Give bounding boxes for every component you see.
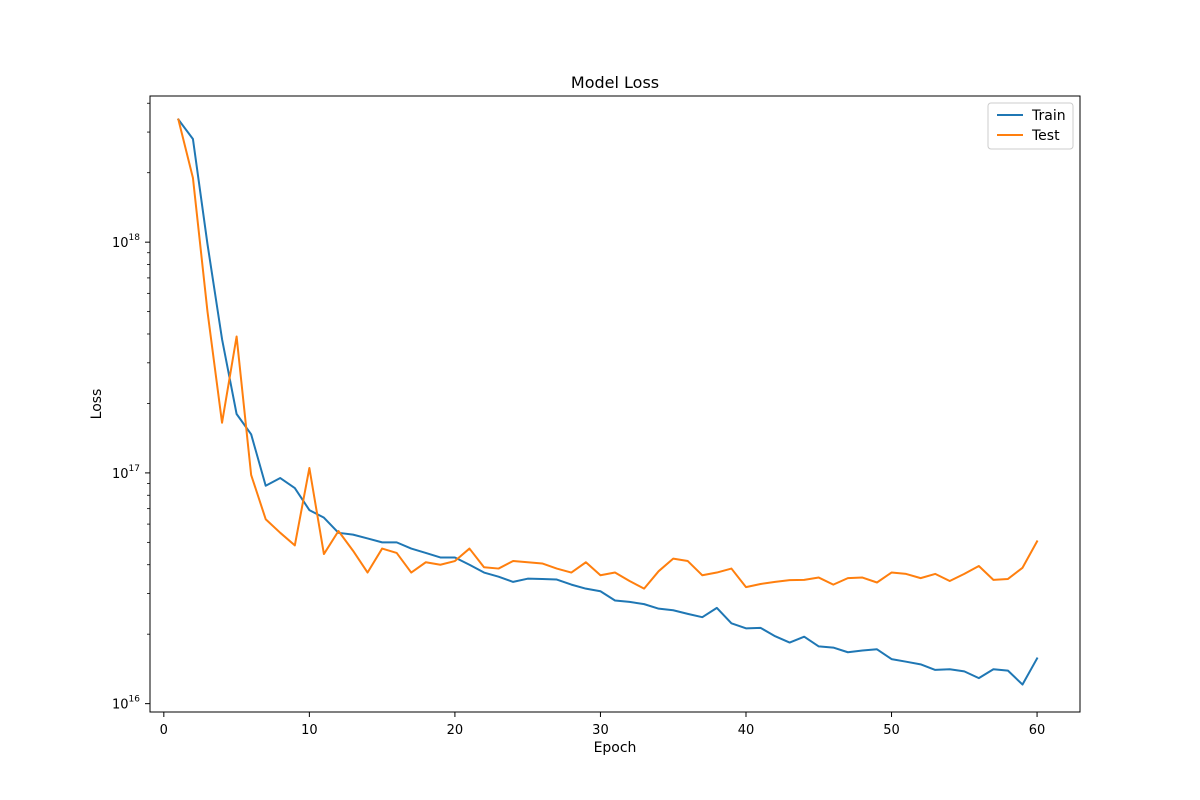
- x-tick-label: 40: [738, 723, 755, 738]
- y-tick-label: 1018: [112, 233, 140, 251]
- chart-title: Model Loss: [571, 73, 659, 92]
- axes-background: [150, 96, 1080, 712]
- series-line-train: [176, 118, 1039, 686]
- x-tick-label: 20: [447, 723, 464, 738]
- x-tick-label: 50: [883, 723, 900, 738]
- legend: Train Test: [987, 102, 1074, 150]
- y-tick-label: 1017: [112, 464, 140, 482]
- x-tick-label: 10: [301, 723, 318, 738]
- legend-label-test: Test: [1031, 128, 1060, 144]
- plot-area: [149, 95, 1081, 713]
- x-tick-label: 0: [160, 723, 168, 738]
- axes-frame: [149, 95, 1081, 713]
- series-line-test: [177, 118, 1039, 590]
- y-axis-label: Loss: [89, 389, 105, 420]
- x-tick-label: 60: [1029, 723, 1046, 738]
- y-tick-label: 1016: [112, 695, 140, 713]
- x-axis-label: Epoch: [594, 740, 637, 756]
- x-tick-label: 30: [592, 723, 609, 738]
- legend-label-train: Train: [1031, 108, 1066, 124]
- x-axis-ticks: 0 10 20 30 40 50 60: [160, 712, 1046, 738]
- series-layer: [176, 118, 1039, 686]
- y-axis-ticks: 1016 1017 1018: [112, 102, 150, 713]
